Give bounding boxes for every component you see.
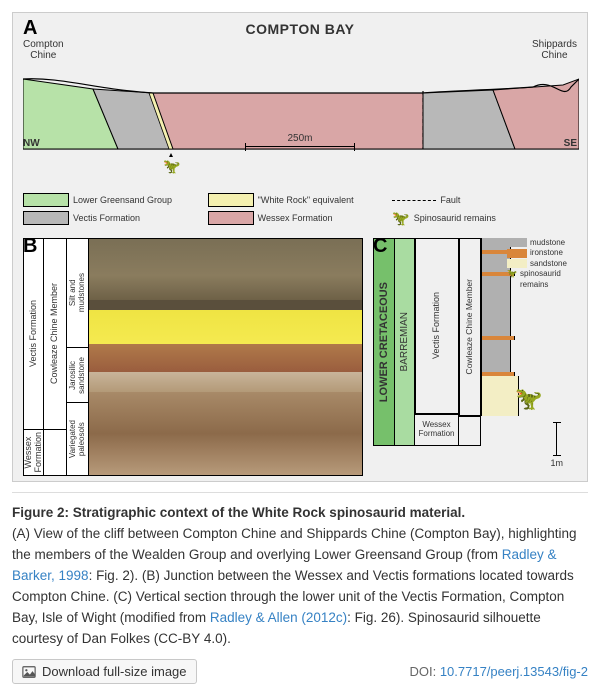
- se-label: SE: [564, 138, 577, 149]
- panel-c-legend: mudstone ironstone sandstone 🦖spinosauri…: [507, 238, 577, 290]
- legc-spino: spinosaurid remains: [520, 269, 561, 290]
- panel-a-title: COMPTON BAY: [246, 21, 355, 37]
- pb-u3: Variegated paleosols: [69, 420, 87, 458]
- image-icon: [22, 665, 36, 679]
- outcrop-photo: [89, 239, 362, 475]
- scale-label-c: 1m: [550, 458, 563, 468]
- pb-u2: Jarosilic sandstone: [69, 357, 87, 394]
- panel-b: Vectis Formation Wessex Formation Cowlea…: [23, 238, 363, 476]
- figure-container: A COMPTON BAY Compton Chine Shippards Ch…: [0, 0, 600, 696]
- figure-title: Stratigraphic context of the White Rock …: [73, 505, 465, 520]
- scale-bar-a: 250m: [245, 133, 355, 147]
- pb-wessex: Wessex Formation: [24, 432, 44, 473]
- legend-lgs: Lower Greensand Group: [73, 195, 172, 205]
- spinosaurid-icon: 🦖: [392, 211, 409, 225]
- legend-wx: Wessex Formation: [258, 213, 333, 223]
- download-label: Download full-size image: [42, 664, 187, 679]
- citation-link-2[interactable]: Radley & Allen (2012c): [210, 610, 347, 625]
- legend-vf: Vectis Formation: [73, 213, 140, 223]
- panel-c: LOWER CRETACEOUS BARREMIAN Vectis Format…: [373, 238, 577, 476]
- legend-spino: Spinosaurid remains: [414, 213, 496, 223]
- spinosaurid-marker-icon: 🦖: [163, 159, 180, 173]
- figure-footer: Download full-size image DOI: 10.7717/pe…: [12, 659, 588, 684]
- figure-number: Figure 2:: [12, 505, 69, 520]
- doi-link[interactable]: 10.7717/peerj.13543/fig-2: [440, 664, 588, 679]
- panel-c-label: C: [373, 235, 387, 258]
- figure-caption: Figure 2: Stratigraphic context of the W…: [12, 503, 588, 649]
- pc-lc: LOWER CRETACEOUS: [378, 282, 390, 402]
- pc-vectis: Vectis Formation: [432, 292, 442, 359]
- legc-iron: ironstone: [530, 248, 563, 257]
- pc-member: Cowleaze Chine Member: [465, 279, 474, 374]
- figure-image: A COMPTON BAY Compton Chine Shippards Ch…: [12, 12, 588, 482]
- pb-u1: Silt and mudstones: [69, 273, 87, 312]
- doi-prefix: DOI:: [409, 664, 439, 679]
- pc-wessex: Wessex Formation: [415, 414, 459, 446]
- divider: [12, 492, 588, 493]
- pb-member: Cowleaze Chine Member: [50, 283, 60, 384]
- legc-sand: sandstone: [530, 259, 567, 268]
- spinosaurid-icon-c: 🦖: [507, 269, 517, 279]
- pc-stage: BARREMIAN: [399, 312, 410, 371]
- legc-mud: mudstone: [530, 238, 565, 247]
- panel-a: Compton Chine Shippards Chine: [23, 43, 577, 183]
- doi: DOI: 10.7717/peerj.13543/fig-2: [409, 664, 588, 679]
- panel-b-label: B: [23, 235, 37, 258]
- spinosaurid-silhouette: 🦖: [515, 388, 542, 410]
- caption-text-1: (A) View of the cliff between Compton Ch…: [12, 526, 577, 562]
- pb-vectis: Vectis Formation: [29, 300, 39, 367]
- legend-fault: Fault: [440, 195, 460, 205]
- panel-a-label: A: [23, 17, 37, 40]
- legend-wr: "White Rock" equivalent: [258, 195, 354, 205]
- panel-a-legend: Lower Greensand Group "White Rock" equiv…: [23, 193, 577, 231]
- download-button[interactable]: Download full-size image: [12, 659, 197, 684]
- scale-label-a: 250m: [287, 133, 312, 144]
- nw-label: NW: [23, 138, 40, 149]
- scale-bar-c: 1m: [550, 420, 563, 468]
